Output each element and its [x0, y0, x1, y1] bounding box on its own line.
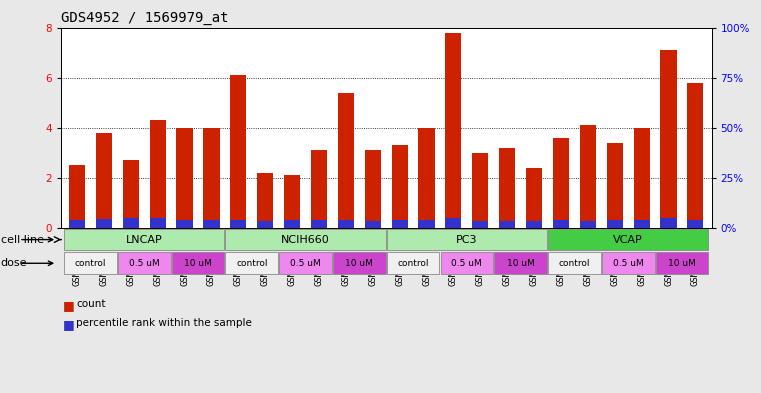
- Bar: [64, 229, 224, 250]
- Text: 0.5 uM: 0.5 uM: [613, 259, 644, 268]
- Bar: [526, 168, 542, 228]
- Bar: [392, 220, 408, 228]
- Bar: [548, 229, 708, 250]
- Bar: [257, 173, 273, 228]
- Bar: [150, 120, 166, 228]
- Text: LNCAP: LNCAP: [126, 235, 163, 244]
- Bar: [387, 229, 547, 250]
- Bar: [548, 252, 600, 274]
- Text: 0.5 uM: 0.5 uM: [290, 259, 321, 268]
- Bar: [499, 221, 515, 228]
- Bar: [177, 220, 193, 228]
- Bar: [338, 220, 354, 228]
- Bar: [231, 220, 247, 228]
- Bar: [602, 252, 654, 274]
- Bar: [473, 221, 489, 228]
- Bar: [634, 128, 650, 228]
- Text: NCIH660: NCIH660: [281, 235, 330, 244]
- Bar: [225, 252, 278, 274]
- Bar: [225, 229, 386, 250]
- Bar: [365, 150, 380, 228]
- Text: 0.5 uM: 0.5 uM: [129, 259, 160, 268]
- Bar: [231, 75, 247, 228]
- Text: ■: ■: [62, 299, 74, 312]
- Bar: [634, 220, 650, 228]
- Bar: [499, 148, 515, 228]
- Bar: [203, 128, 219, 228]
- Bar: [123, 218, 139, 228]
- Bar: [607, 143, 622, 228]
- Bar: [123, 160, 139, 228]
- Bar: [445, 218, 461, 228]
- Text: PC3: PC3: [456, 235, 478, 244]
- Bar: [656, 252, 708, 274]
- Bar: [387, 252, 439, 274]
- Text: control: control: [75, 259, 107, 268]
- Bar: [284, 220, 300, 228]
- Bar: [553, 220, 569, 228]
- Text: VCAP: VCAP: [613, 235, 643, 244]
- Bar: [553, 138, 569, 228]
- Bar: [661, 50, 677, 228]
- Bar: [311, 150, 327, 228]
- Bar: [441, 252, 493, 274]
- Bar: [580, 125, 596, 228]
- Bar: [495, 252, 547, 274]
- Bar: [580, 221, 596, 228]
- Bar: [64, 252, 116, 274]
- Bar: [419, 220, 435, 228]
- Bar: [607, 220, 622, 228]
- Bar: [473, 152, 489, 228]
- Bar: [661, 218, 677, 228]
- Bar: [526, 221, 542, 228]
- Text: control: control: [397, 259, 429, 268]
- Bar: [311, 220, 327, 228]
- Text: ■: ■: [62, 318, 74, 331]
- Bar: [279, 252, 332, 274]
- Bar: [172, 252, 224, 274]
- Bar: [687, 220, 703, 228]
- Bar: [365, 221, 380, 228]
- Text: 10 uM: 10 uM: [668, 259, 696, 268]
- Bar: [203, 220, 219, 228]
- Bar: [338, 93, 354, 228]
- Bar: [177, 128, 193, 228]
- Bar: [69, 165, 85, 228]
- Text: percentile rank within the sample: percentile rank within the sample: [76, 318, 252, 328]
- Text: dose: dose: [1, 258, 27, 268]
- Bar: [257, 221, 273, 228]
- Text: 10 uM: 10 uM: [345, 259, 373, 268]
- Bar: [445, 33, 461, 228]
- Bar: [150, 218, 166, 228]
- Text: 10 uM: 10 uM: [507, 259, 534, 268]
- Bar: [284, 175, 300, 228]
- Text: count: count: [76, 299, 106, 309]
- Bar: [392, 145, 408, 228]
- Text: GDS4952 / 1569979_at: GDS4952 / 1569979_at: [61, 11, 228, 25]
- Text: 0.5 uM: 0.5 uM: [451, 259, 482, 268]
- Bar: [118, 252, 170, 274]
- Text: 10 uM: 10 uM: [184, 259, 212, 268]
- Bar: [96, 133, 112, 228]
- Bar: [419, 128, 435, 228]
- Bar: [333, 252, 386, 274]
- Bar: [96, 219, 112, 228]
- Text: control: control: [559, 259, 591, 268]
- Bar: [687, 83, 703, 228]
- Bar: [69, 220, 85, 228]
- Text: control: control: [236, 259, 268, 268]
- Text: cell line: cell line: [1, 235, 44, 244]
